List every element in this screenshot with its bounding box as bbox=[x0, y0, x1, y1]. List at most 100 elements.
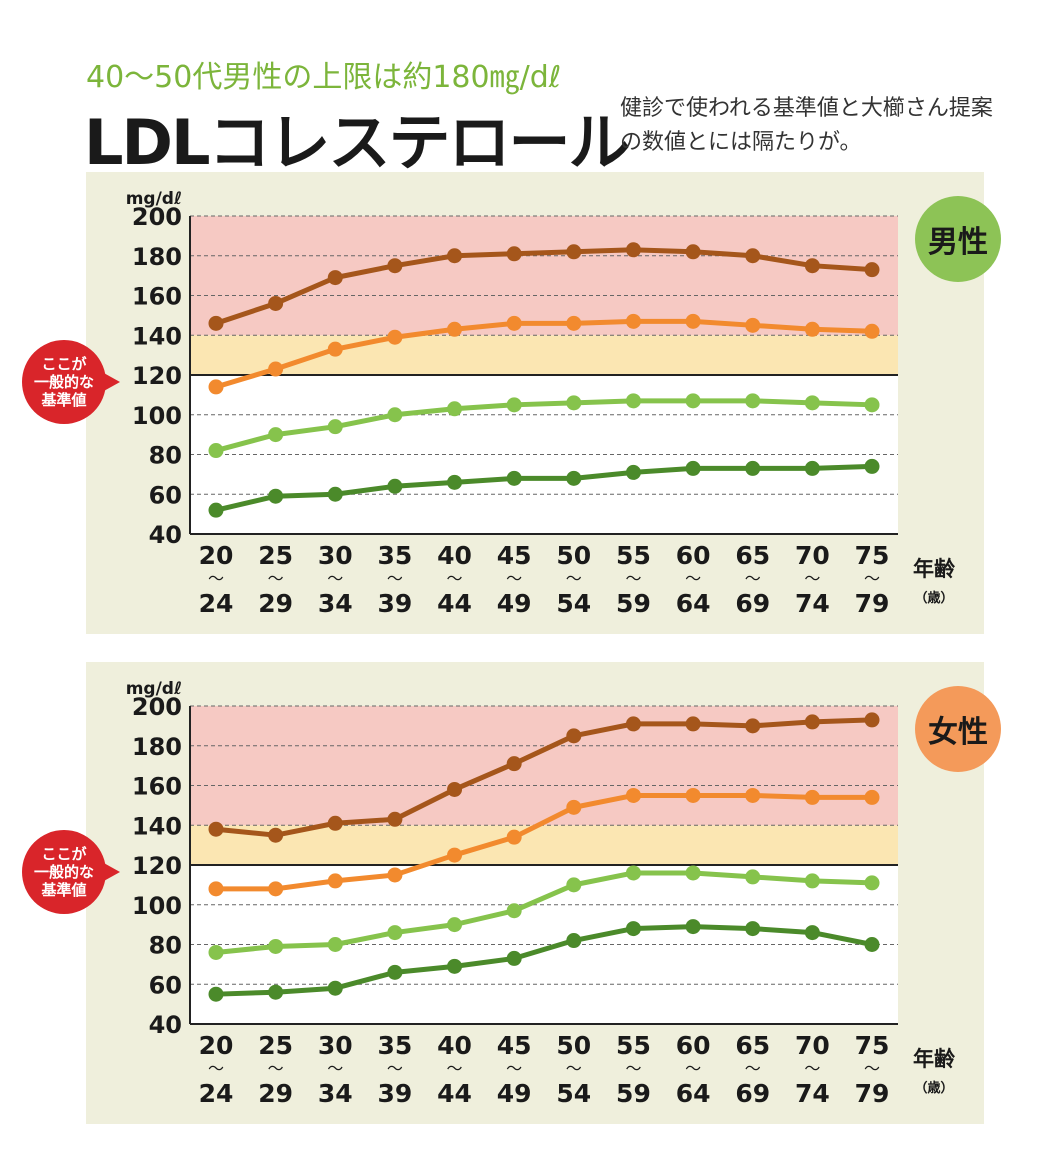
x-tick-separator: 〜 bbox=[327, 1059, 343, 1078]
data-point-s4-4 bbox=[387, 478, 403, 494]
data-point-s2-7 bbox=[566, 799, 582, 815]
x-tick-label-to: 39 bbox=[378, 1079, 413, 1108]
badge-male: 男性 bbox=[915, 196, 1001, 282]
x-tick-label-from: 50 bbox=[556, 541, 591, 570]
y-tick-label: 200 bbox=[132, 203, 182, 231]
data-point-s1-10 bbox=[745, 248, 761, 264]
data-point-s2-3 bbox=[327, 873, 343, 889]
data-point-s3-11 bbox=[804, 873, 820, 889]
badge-female: 女性 bbox=[915, 686, 1001, 772]
x-tick-separator: 〜 bbox=[804, 569, 820, 588]
data-point-s4-3 bbox=[327, 486, 343, 502]
chart-panel-female: 40 60 80 100 120 140 160 180 200 mg/dℓ 20 〜 24 25 〜 29 3… bbox=[86, 662, 1001, 1124]
data-point-s2-6 bbox=[506, 829, 522, 845]
data-point-s1-1 bbox=[208, 821, 224, 837]
data-point-s4-11 bbox=[804, 460, 820, 476]
x-tick-label-from: 20 bbox=[199, 541, 234, 570]
data-point-s4-4 bbox=[387, 964, 403, 980]
series-line-3 bbox=[213, 870, 875, 955]
x-tick-label-from: 60 bbox=[676, 1031, 711, 1060]
data-point-s3-6 bbox=[506, 903, 522, 919]
data-point-s4-7 bbox=[566, 470, 582, 486]
data-point-s4-5 bbox=[447, 474, 463, 490]
x-axis-label: 年齢 bbox=[913, 557, 956, 581]
x-tick-label-from: 65 bbox=[735, 1031, 770, 1060]
data-point-s2-4 bbox=[387, 867, 403, 883]
data-point-s1-5 bbox=[447, 781, 463, 797]
y-tick-label: 200 bbox=[132, 693, 182, 721]
x-tick-label-from: 70 bbox=[795, 541, 830, 570]
x-tick-label-to: 44 bbox=[437, 589, 472, 618]
data-point-s3-9 bbox=[685, 865, 701, 881]
chart-male: 406080100120140160180200mg/dℓ20〜2425〜293… bbox=[126, 189, 956, 618]
series-line-1 bbox=[213, 247, 875, 326]
x-axis-label: 年齢 bbox=[913, 1047, 956, 1071]
y-axis-label: mg/dℓ bbox=[126, 679, 182, 699]
data-point-s1-2 bbox=[268, 827, 284, 843]
data-point-s1-3 bbox=[327, 815, 343, 831]
data-point-s1-11 bbox=[804, 258, 820, 274]
x-tick-separator: 〜 bbox=[268, 1059, 284, 1078]
data-point-s4-6 bbox=[506, 950, 522, 966]
data-point-s1-11 bbox=[804, 714, 820, 730]
x-tick-label-from: 70 bbox=[795, 1031, 830, 1060]
x-tick-separator: 〜 bbox=[327, 569, 343, 588]
x-tick-label-to: 54 bbox=[556, 589, 591, 618]
subtitle: 40〜50代男性の上限は約180㎎/dℓ bbox=[86, 60, 562, 95]
data-point-s2-2 bbox=[268, 881, 284, 897]
x-tick-separator: 〜 bbox=[745, 1059, 761, 1078]
data-point-s4-8 bbox=[625, 921, 641, 937]
data-point-s2-11 bbox=[804, 789, 820, 805]
x-tick-label-to: 54 bbox=[556, 1079, 591, 1108]
x-tick-separator: 〜 bbox=[208, 569, 224, 588]
x-tick-label-to: 74 bbox=[795, 589, 830, 618]
x-tick-label-to: 29 bbox=[258, 589, 293, 618]
x-tick-label-to: 69 bbox=[735, 589, 770, 618]
x-tick-separator: 〜 bbox=[566, 1059, 582, 1078]
y-tick-label: 140 bbox=[132, 322, 182, 350]
x-tick-label-from: 50 bbox=[556, 1031, 591, 1060]
x-tick-label-from: 55 bbox=[616, 1031, 651, 1060]
data-point-s3-1 bbox=[208, 944, 224, 960]
data-point-s2-6 bbox=[506, 315, 522, 331]
data-point-s2-8 bbox=[625, 787, 641, 803]
data-point-s3-5 bbox=[447, 401, 463, 417]
x-tick-label-to: 74 bbox=[795, 1079, 830, 1108]
series-line-2 bbox=[213, 318, 875, 390]
data-point-s2-2 bbox=[268, 361, 284, 377]
x-tick-label-from: 25 bbox=[258, 541, 293, 570]
x-tick-label-to: 59 bbox=[616, 1079, 651, 1108]
x-tick-label-to: 29 bbox=[258, 1079, 293, 1108]
data-point-s2-10 bbox=[745, 787, 761, 803]
x-tick-separator: 〜 bbox=[387, 1059, 403, 1078]
series-line-3 bbox=[213, 398, 875, 454]
x-tick-label-from: 65 bbox=[735, 541, 770, 570]
data-point-s4-12 bbox=[864, 458, 880, 474]
x-tick-separator: 〜 bbox=[625, 569, 641, 588]
y-tick-label: 60 bbox=[149, 971, 182, 999]
data-point-s2-9 bbox=[685, 313, 701, 329]
data-point-s4-3 bbox=[327, 980, 343, 996]
x-tick-label-to: 59 bbox=[616, 589, 651, 618]
y-tick-label: 80 bbox=[149, 442, 182, 470]
data-point-s3-3 bbox=[327, 937, 343, 952]
data-point-s2-8 bbox=[625, 313, 641, 329]
data-point-s2-5 bbox=[447, 847, 463, 863]
data-point-s1-2 bbox=[268, 295, 284, 311]
x-tick-label-to: 49 bbox=[497, 1079, 532, 1108]
data-point-s2-12 bbox=[864, 789, 880, 805]
x-tick-separator: 〜 bbox=[387, 569, 403, 588]
y-tick-label: 160 bbox=[132, 773, 182, 801]
x-tick-separator: 〜 bbox=[506, 1059, 522, 1078]
x-tick-separator: 〜 bbox=[685, 1059, 701, 1078]
data-point-s3-12 bbox=[864, 397, 880, 413]
x-tick-label-from: 55 bbox=[616, 541, 651, 570]
chart-panel-male: 40 60 80 100 120 140 160 180 200 mg/dℓ 20 〜 24 25 〜 29 3… bbox=[86, 172, 1001, 634]
data-point-s1-10 bbox=[745, 718, 761, 734]
data-point-s4-11 bbox=[804, 925, 820, 941]
x-tick-label-from: 35 bbox=[378, 1031, 413, 1060]
y-tick-label: 40 bbox=[149, 1011, 182, 1039]
data-point-s4-6 bbox=[506, 470, 522, 486]
x-tick-label-to: 64 bbox=[676, 589, 711, 618]
x-tick-label-to: 44 bbox=[437, 1079, 472, 1108]
